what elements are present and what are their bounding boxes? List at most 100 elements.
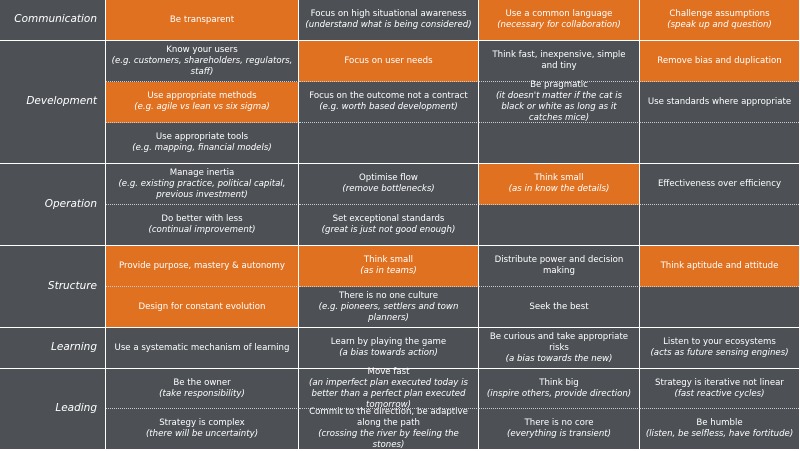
principle-note: (everything is transient) <box>506 429 611 439</box>
principle-text: Use appropriate methods <box>147 91 257 101</box>
principle-text: Focus on the outcome not a contract <box>309 91 468 101</box>
principle-cell: Set exceptional standards (great is just … <box>299 205 479 246</box>
principle-note: (a bias towards the new) <box>505 353 613 364</box>
principle-cell: Use standards where appropriate <box>640 82 799 123</box>
principle-text: Set exceptional standards <box>332 214 445 224</box>
principle-text: Be curious and take appropriate risks <box>489 331 629 353</box>
principle-text: There is no one culture <box>338 290 439 301</box>
principle-cell: Strategy is complex (there will be uncert… <box>106 409 299 450</box>
principle-note: (as in teams) <box>360 266 417 276</box>
principle-note: (understand what is being considered) <box>305 20 472 30</box>
principle-note: (acts as future sensing engines) <box>650 348 789 358</box>
principle-text: Be the owner <box>173 377 231 388</box>
principle-note: (e.g. agile vs lean vs six sigma) <box>134 102 270 112</box>
principle-text: Think fast, inexpensive, simple and tiny <box>492 50 626 71</box>
principle-cell: Focus on user needs <box>299 41 479 82</box>
principle-cell: Distribute power and decision making <box>479 246 640 287</box>
principle-cell: Be transparent <box>106 0 299 41</box>
principle-cell: Use a common language (necessary for coll… <box>479 0 640 41</box>
principle-text: Learn by playing the game <box>330 337 447 347</box>
principle-cell: Effectiveness over efficiency <box>640 164 799 205</box>
principle-text: Challenge assumptions <box>669 9 770 19</box>
principle-cell: Seek the best <box>479 287 640 328</box>
principle-text: Focus on user needs <box>344 55 433 66</box>
principle-note: (there will be uncertainty) <box>145 429 259 439</box>
principle-note: (it doesn't matter if the cat is black o… <box>495 91 623 123</box>
principle-text: Manage inertia <box>169 167 235 178</box>
principle-cell: Think aptitude and attitude <box>640 246 799 287</box>
empty-cell <box>299 123 479 164</box>
empty-cell <box>640 287 799 328</box>
principle-note: (inspire others, provide direction) <box>486 388 632 399</box>
principle-cell: Think fast, inexpensive, simple and tiny <box>479 41 640 82</box>
principle-cell: Do better with less (continual improvemen… <box>106 205 299 246</box>
principle-cell: Learn by playing the game (a bias towards… <box>299 328 479 369</box>
category-label-communication: Communication <box>0 0 106 41</box>
principle-text: Be transparent <box>169 14 235 25</box>
principle-note: (crossing the river by feeling the stone… <box>318 429 459 450</box>
category-label-operation: Operation <box>0 164 106 246</box>
principle-note: (e.g. customers, shareholders, regulator… <box>111 55 293 77</box>
principle-text: Use a common language <box>505 9 613 19</box>
principle-cell: Think small (as in know the details) <box>479 164 640 205</box>
principle-cell: Focus on the outcome not a contract (e.g.… <box>299 82 479 123</box>
principle-cell: Be humble (listen, be selfless, have fort… <box>640 409 799 450</box>
principle-text: Do better with less <box>161 214 243 224</box>
empty-cell <box>479 205 640 246</box>
principle-text: Use appropriate tools <box>155 132 249 142</box>
principle-note: (take responsibility) <box>159 388 245 399</box>
principle-note: (remove bottlenecks) <box>342 184 435 194</box>
principle-text: Optimise flow <box>359 173 418 183</box>
principle-text: Distribute power and decision making <box>494 255 624 276</box>
principle-cell: Listen to your ecosystems (acts as future… <box>640 328 799 369</box>
principle-cell: Focus on high situational awareness (unde… <box>299 0 479 41</box>
principle-cell: Be curious and take appropriate risks (a … <box>479 328 640 369</box>
principle-cell: Know your users (e.g. customers, sharehol… <box>106 41 299 82</box>
principle-text: Design for constant evolution <box>138 301 266 312</box>
principle-text: Commit to the direction, be adaptive alo… <box>309 407 468 428</box>
principle-text: There is no core <box>524 418 594 428</box>
category-label-leading: Leading <box>0 369 106 450</box>
empty-cell <box>479 123 640 164</box>
principle-note: (great is just not good enough) <box>321 225 456 235</box>
empty-cell <box>640 123 799 164</box>
principle-note: (fast reactive cycles) <box>674 388 765 399</box>
principle-note: (e.g. mapping, financial models) <box>132 143 272 153</box>
principle-note: (a bias towards action) <box>339 348 438 358</box>
principle-note: (e.g. pioneers, settlers and town planne… <box>318 301 459 323</box>
principle-cell: Move fast (an imperfect plan executed tod… <box>299 367 479 410</box>
category-label-structure: Structure <box>0 246 106 328</box>
principle-cell: Design for constant evolution <box>106 287 299 328</box>
principle-cell: There is no core (everything is transient… <box>479 409 640 450</box>
principle-text: Know your users <box>166 44 238 55</box>
principle-text: Think aptitude and attitude <box>660 260 779 271</box>
principle-text: Be pragmatic <box>530 80 588 90</box>
principle-note: (e.g. existing practice, political capit… <box>118 178 286 200</box>
principle-cell: Be the owner (take responsibility) <box>106 369 299 409</box>
principle-text: Effectiveness over efficiency <box>657 178 782 189</box>
principle-cell: Commit to the direction, be adaptive alo… <box>299 407 479 450</box>
principle-text: Remove bias and duplication <box>657 55 782 66</box>
principle-cell: Strategy is iterative not linear (fast re… <box>640 369 799 409</box>
principle-text: Strategy is iterative not linear <box>655 377 784 388</box>
principle-note: (e.g. worth based development) <box>319 102 458 112</box>
empty-cell <box>640 205 799 246</box>
principle-text: Use standards where appropriate <box>647 96 792 107</box>
principle-cell: Remove bias and duplication <box>640 41 799 82</box>
principle-cell: Optimise flow (remove bottlenecks) <box>299 164 479 205</box>
principle-text: Provide purpose, mastery & autonomy <box>118 260 285 271</box>
principle-cell: Provide purpose, mastery & autonomy <box>106 246 299 287</box>
principle-text: Seek the best <box>529 301 589 312</box>
principle-text: Use a systematic mechanism of learning <box>114 342 290 353</box>
principle-note: (as in know the details) <box>508 184 610 194</box>
principle-text: Think small <box>363 255 414 265</box>
principle-note: (necessary for collaboration) <box>497 20 621 30</box>
principle-text: Listen to your ecosystems <box>663 337 776 347</box>
principle-note: (speak up and question) <box>667 20 772 30</box>
principle-cell: Be pragmatic (it doesn't matter if the ca… <box>479 80 640 123</box>
principle-cell: Use appropriate tools (e.g. mapping, fina… <box>106 123 299 164</box>
principle-text: Be humble <box>696 418 743 428</box>
principle-cell: There is no one culture (e.g. pioneers, s… <box>299 287 479 328</box>
principle-cell: Challenge assumptions (speak up and quest… <box>640 0 799 41</box>
